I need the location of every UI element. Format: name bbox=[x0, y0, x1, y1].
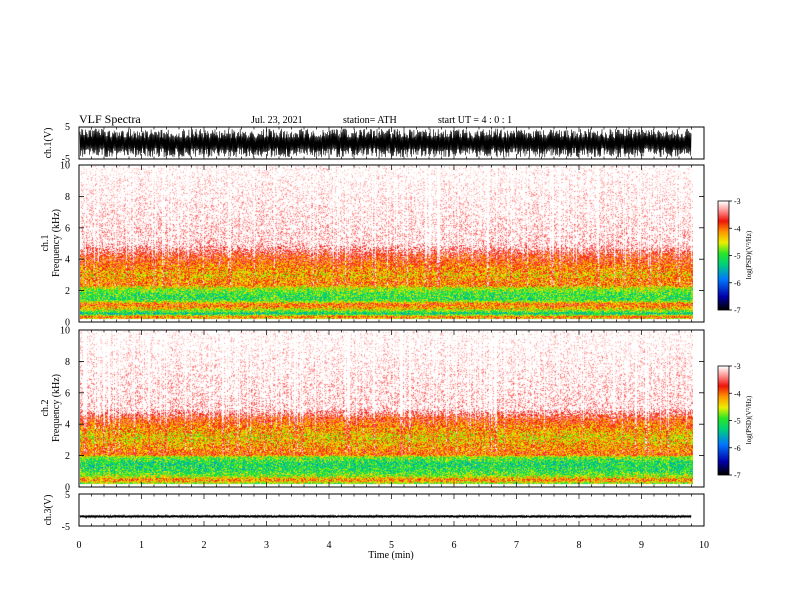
ch1-colorbar-tick-label: -5 bbox=[734, 252, 741, 261]
ch2-colorbar-tick-label: -5 bbox=[734, 417, 741, 426]
time-tick-label: 9 bbox=[639, 540, 644, 551]
ch1-colorbar bbox=[718, 201, 729, 310]
ch1-colorbar-label: log(PSD)(V²/Hz) bbox=[745, 230, 753, 279]
time-tick-label: 10 bbox=[699, 540, 709, 551]
ch2-colorbar-tick-label: -4 bbox=[734, 389, 741, 398]
time-tick-label: 3 bbox=[264, 540, 269, 551]
ch1-colorbar-tick-label: -4 bbox=[734, 224, 741, 233]
time-axis-label: Time (min) bbox=[368, 550, 413, 561]
ch1-ytick-label: 6 bbox=[65, 223, 70, 234]
ch2-colorbar-tick-label: -3 bbox=[734, 362, 741, 371]
ch3-waveform-panel: 5 -5 ch.3(V) bbox=[43, 490, 705, 533]
station-label: station= ATH bbox=[343, 115, 397, 126]
ch2-ytick-label: 2 bbox=[65, 451, 70, 462]
ch1-spectrogram-ylabel-channel: ch.1 bbox=[40, 235, 51, 252]
time-tick-label: 2 bbox=[202, 540, 207, 551]
ch2-ytick-label: 0 bbox=[65, 483, 70, 494]
ch1-colorbar-tick-label: -7 bbox=[734, 306, 741, 315]
time-tick-label: 5 bbox=[389, 540, 394, 551]
ch2-colorbar-label: log(PSD)(V²/Hz) bbox=[745, 395, 753, 444]
start-time-label: start UT = 4 : 0 : 1 bbox=[438, 115, 512, 126]
ch1-waveform-panel: 5 -5 ch.1(V) bbox=[43, 122, 705, 165]
ch2-spectrogram-ylabel-channel: ch.2 bbox=[40, 400, 51, 417]
time-tick-label: 8 bbox=[577, 540, 582, 551]
ch2-ytick-label: 4 bbox=[65, 420, 70, 431]
ch1-colorbar-tick-label: -3 bbox=[734, 197, 741, 206]
ch1-ytick-label: 10 bbox=[60, 161, 70, 172]
ch3-waveform-ylabel: ch.3(V) bbox=[43, 495, 54, 526]
ch2-spectrogram-ylabel-frequency: Frequency (kHz) bbox=[51, 374, 62, 442]
ch2-colorbar-tick-label: -6 bbox=[734, 444, 741, 453]
ch3-waveform-trace bbox=[79, 513, 692, 519]
ch1-spectrogram-image bbox=[80, 166, 693, 322]
ch1-ytick-label: 0 bbox=[65, 318, 70, 329]
figure-title: VLF Spectra bbox=[79, 112, 141, 126]
ch1-ytick-label: 2 bbox=[65, 286, 70, 297]
ch2-ytick-label: 6 bbox=[65, 388, 70, 399]
ch3-ytick-top: 5 bbox=[65, 490, 70, 501]
ch1-ytick-label: 4 bbox=[65, 255, 70, 266]
ch2-spectrogram-image bbox=[80, 331, 693, 487]
ch1-colorbar-tick-label: -6 bbox=[734, 279, 741, 288]
time-tick-label: 0 bbox=[77, 540, 82, 551]
time-tick-label: 4 bbox=[327, 540, 332, 551]
ch2-colorbar bbox=[718, 366, 729, 475]
ch2-colorbar-tick-label: -7 bbox=[734, 471, 741, 480]
ch3-ytick-bottom: -5 bbox=[62, 522, 70, 533]
time-tick-label: 7 bbox=[514, 540, 519, 551]
time-tick-label: 6 bbox=[452, 540, 457, 551]
time-tick-label: 1 bbox=[139, 540, 144, 551]
ch2-ytick-label: 10 bbox=[60, 326, 70, 337]
ch1-ytick-bottom: -5 bbox=[62, 154, 70, 165]
ch1-ytick-top: 5 bbox=[65, 122, 70, 133]
date-label: Jul. 23, 2021 bbox=[251, 115, 303, 126]
ch1-ytick-label: 8 bbox=[65, 192, 70, 203]
ch2-ytick-label: 8 bbox=[65, 357, 70, 368]
ch1-waveform-ylabel: ch.1(V) bbox=[43, 128, 54, 159]
ch1-spectrogram-ylabel-frequency: Frequency (kHz) bbox=[51, 209, 62, 277]
ch1-waveform-trace bbox=[79, 128, 692, 158]
